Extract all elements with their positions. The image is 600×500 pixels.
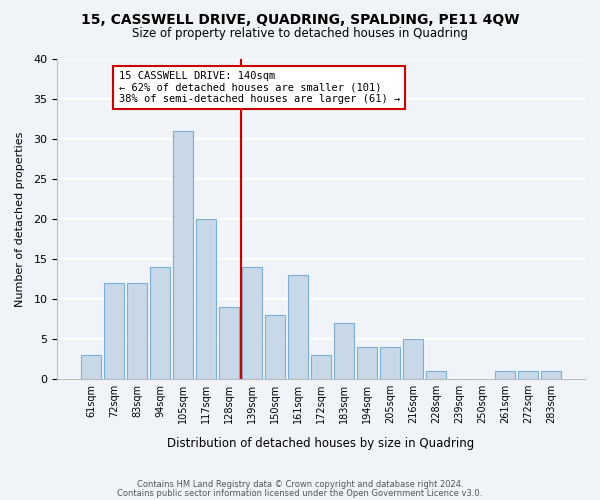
Text: 15 CASSWELL DRIVE: 140sqm
← 62% of detached houses are smaller (101)
38% of semi: 15 CASSWELL DRIVE: 140sqm ← 62% of detac… — [119, 71, 400, 104]
Bar — [334, 323, 354, 379]
Text: Size of property relative to detached houses in Quadring: Size of property relative to detached ho… — [132, 28, 468, 40]
Bar — [311, 355, 331, 379]
Bar — [358, 347, 377, 379]
Bar — [219, 307, 239, 379]
Bar — [196, 219, 216, 379]
Bar — [496, 371, 515, 379]
Text: Contains HM Land Registry data © Crown copyright and database right 2024.: Contains HM Land Registry data © Crown c… — [137, 480, 463, 489]
Bar — [242, 267, 262, 379]
Bar — [518, 371, 538, 379]
Y-axis label: Number of detached properties: Number of detached properties — [15, 131, 25, 306]
Bar — [127, 283, 147, 379]
Bar — [541, 371, 561, 379]
Bar — [150, 267, 170, 379]
X-axis label: Distribution of detached houses by size in Quadring: Distribution of detached houses by size … — [167, 437, 475, 450]
Bar — [380, 347, 400, 379]
Bar — [288, 275, 308, 379]
Bar — [265, 315, 285, 379]
Text: 15, CASSWELL DRIVE, QUADRING, SPALDING, PE11 4QW: 15, CASSWELL DRIVE, QUADRING, SPALDING, … — [81, 12, 519, 26]
Text: Contains public sector information licensed under the Open Government Licence v3: Contains public sector information licen… — [118, 489, 482, 498]
Bar — [427, 371, 446, 379]
Bar — [173, 131, 193, 379]
Bar — [81, 355, 101, 379]
Bar — [403, 339, 423, 379]
Bar — [104, 283, 124, 379]
